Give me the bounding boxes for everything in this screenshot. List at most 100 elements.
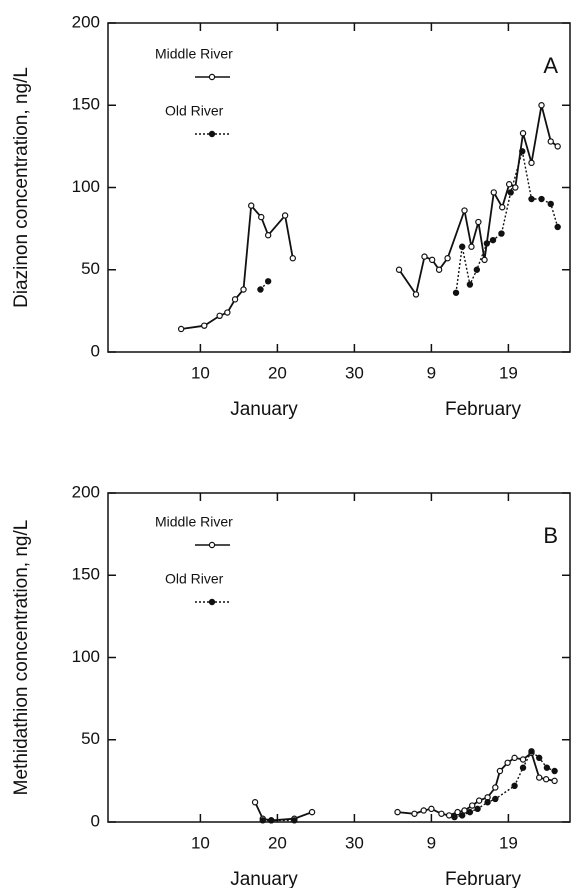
- data-point: [554, 143, 561, 150]
- data-point: [519, 756, 527, 763]
- y-tick-label: 200: [72, 12, 100, 31]
- data-point: [538, 195, 545, 203]
- month-label: January: [230, 399, 298, 420]
- data-point: [435, 266, 443, 273]
- panel-label: A: [543, 53, 558, 78]
- legend-marker: [208, 541, 216, 549]
- y-tick-label: 0: [91, 811, 100, 830]
- x-tick-label: 10: [191, 363, 210, 382]
- data-point: [420, 807, 427, 814]
- data-point: [498, 230, 505, 237]
- data-point: [428, 805, 435, 813]
- legend-marker: [208, 130, 216, 138]
- data-point: [394, 808, 401, 816]
- data-point: [268, 817, 275, 824]
- data-point: [461, 807, 468, 814]
- data-point: [216, 312, 223, 320]
- month-label: February: [445, 399, 522, 420]
- data-point: [481, 256, 488, 264]
- data-point: [554, 223, 561, 231]
- data-point: [257, 286, 264, 293]
- y-tick-label: 100: [72, 177, 100, 196]
- x-tick-label: 20: [268, 363, 287, 382]
- y-tick-label: 150: [72, 565, 100, 584]
- data-point: [466, 281, 474, 288]
- month-label: February: [445, 869, 522, 888]
- data-point: [428, 256, 436, 264]
- data-point: [543, 764, 551, 771]
- data-point: [538, 102, 545, 109]
- data-point: [459, 243, 466, 250]
- y-tick-label: 50: [81, 729, 100, 748]
- data-point: [512, 184, 519, 191]
- data-point: [528, 748, 535, 755]
- data-point: [281, 212, 289, 219]
- data-point: [264, 232, 272, 239]
- data-point: [438, 810, 445, 817]
- series-line: [259, 151, 559, 293]
- data-point: [289, 255, 296, 262]
- legend-label: Middle River: [155, 46, 233, 62]
- x-tick-label: 19: [499, 363, 518, 382]
- y-tick-label: 0: [91, 341, 100, 360]
- data-point: [505, 181, 513, 188]
- x-tick-label: 9: [427, 363, 436, 382]
- series-line: [262, 750, 555, 822]
- y-tick-label: 50: [81, 259, 100, 278]
- data-point: [240, 286, 247, 293]
- legend-marker: [208, 73, 216, 81]
- plot-frame: [107, 22, 571, 353]
- data-point: [551, 777, 558, 785]
- legend-label: Old River: [165, 103, 224, 119]
- data-point: [308, 808, 316, 816]
- data-point: [231, 296, 239, 303]
- x-tick-label: 20: [268, 833, 287, 852]
- x-tick-label: 30: [345, 833, 364, 852]
- data-point: [547, 200, 554, 208]
- panel-label: B: [543, 523, 558, 548]
- y-axis-title: Diazinon concentration, ng/L: [11, 67, 32, 308]
- data-point: [519, 148, 526, 155]
- data-point: [519, 130, 527, 137]
- x-tick-label: 19: [499, 833, 518, 852]
- data-point: [489, 236, 497, 244]
- data-point: [177, 325, 185, 333]
- y-tick-label: 150: [72, 95, 100, 114]
- data-point: [466, 808, 474, 816]
- data-point: [499, 204, 506, 211]
- data-point: [264, 278, 272, 285]
- data-point: [445, 812, 453, 819]
- data-point: [454, 808, 461, 816]
- data-point: [542, 776, 550, 783]
- data-point: [224, 309, 231, 316]
- data-point: [536, 754, 543, 762]
- data-point: [511, 782, 518, 790]
- data-point: [528, 195, 535, 203]
- y-tick-label: 100: [72, 647, 100, 666]
- legend-label: Old River: [165, 571, 224, 587]
- data-point: [519, 764, 527, 771]
- data-point: [469, 802, 476, 809]
- x-tick-label: 30: [345, 363, 364, 382]
- x-tick-label: 10: [191, 833, 210, 852]
- y-axis-title: Methidathion concentration, ng/L: [11, 520, 32, 796]
- data-point: [395, 266, 403, 273]
- data-point: [248, 202, 255, 209]
- data-point: [511, 754, 518, 762]
- data-point: [459, 812, 466, 819]
- data-point: [444, 255, 451, 262]
- data-point: [468, 243, 475, 250]
- data-point: [461, 207, 468, 214]
- data-point: [504, 759, 511, 766]
- data-point: [473, 266, 481, 273]
- data-point: [496, 767, 504, 775]
- data-point: [492, 795, 499, 803]
- legend-label: Middle River: [155, 514, 233, 530]
- data-point: [536, 774, 543, 781]
- series-line: [180, 105, 559, 330]
- data-point: [251, 799, 259, 806]
- legend-marker: [208, 598, 216, 606]
- data-point: [421, 253, 428, 260]
- data-point: [507, 189, 514, 196]
